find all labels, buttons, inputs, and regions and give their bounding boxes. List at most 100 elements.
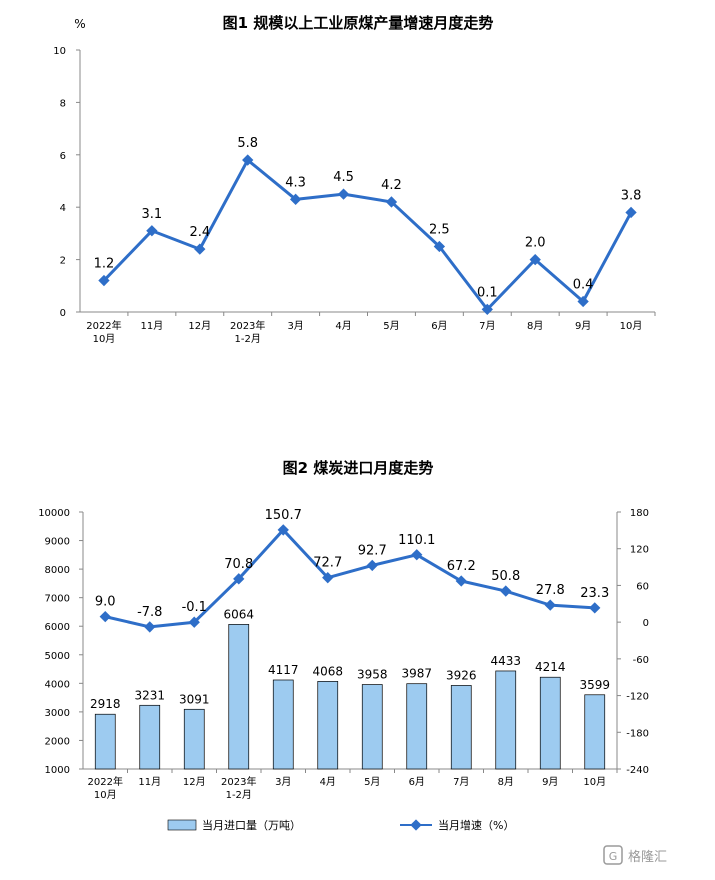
chart1-data-label: 4.3 [285,175,306,190]
chart2-bar [139,704,161,770]
chart2-title: 图2 煤炭进口月度走势 [283,459,434,477]
chart2-y-tick: 6000 [45,622,70,633]
chart1-point [433,240,446,253]
chart2-bar-label: 6064 [223,607,254,621]
chart2-bar [228,624,250,770]
chart2-point [233,573,245,585]
chart1-y-tick: 4 [60,203,66,214]
chart2-y2-tick: -240 [626,765,649,776]
chart2-bar [584,694,606,770]
chart-coal-imports: 图2 煤炭进口月度走势 1000 2000 3000 4000 5000 6000 7000… [38,459,649,832]
chart2-bar-label: 3926 [446,668,477,682]
chart2-line-label: 50.8 [491,569,520,584]
chart2-line-label: 23.3 [580,586,609,601]
chart2-y-tick: 3000 [45,708,70,719]
chart2-x-tick: 11月 [138,776,161,788]
chart2-line-label: 72.7 [313,556,342,571]
chart2-line-label: 70.8 [224,557,253,572]
chart2-x-tick: 3月 [275,776,291,788]
chart2-x-tick: 9月 [542,776,558,788]
chart2-bar [272,679,294,770]
chart1-point [146,225,158,237]
chart1-x-tick: 2023年 1-2月 [230,319,265,345]
chart2-bar [495,670,517,770]
chart1-title: 图1 规模以上工业原煤产量增速月度走势 [223,14,494,32]
chart1-y-tick: 10 [53,46,66,57]
chart2-x-tick: 6月 [409,776,425,788]
chart1-y-tick: 2 [60,256,66,267]
chart1-data-label: 3.1 [142,207,163,222]
chart2-bar-label: 3231 [134,688,165,702]
chart1-y-unit: % [74,17,85,31]
chart1-y-tick: 8 [60,98,66,109]
legend-bar-label: 当月进口量（万吨） [202,818,301,832]
chart2-bar [406,683,428,770]
chart2-y2-tick: 120 [630,545,649,556]
chart2-growth-line [104,528,595,629]
watermark-logo-icon: G [603,845,623,865]
chart1-series-line [102,158,633,311]
chart2-y2-tick: 180 [630,508,649,519]
chart2-bar-label: 3958 [357,668,388,682]
chart2-line-label: 150.7 [265,508,302,523]
chart2-line-label: 9.0 [95,595,116,610]
chart1-point [625,206,637,219]
chart2-bar [539,676,561,770]
legend-line-marker [410,819,422,831]
chart2-point [589,602,601,614]
chart2-x-tick: 8月 [498,776,514,788]
chart2-bar [94,713,116,770]
chart1-data-label: 1.2 [94,257,115,272]
chart1-x-tick: 8月 [527,320,543,332]
chart1-x-tick: 9月 [575,320,591,332]
chart2-point [188,616,200,628]
chart2-bar-label: 4433 [490,654,521,668]
chart1-data-label: 0.4 [573,278,594,293]
chart1-data-label: 5.8 [237,136,258,151]
watermark-text: 格隆汇 [628,849,667,865]
chart1-data-label: 2.0 [525,236,546,251]
chart2-line-label: 27.8 [536,583,565,598]
chart2-y-tick: 5000 [45,651,70,662]
chart2-x-tick: 2023年 1-2月 [221,775,256,801]
chart2-y2-tick: -180 [626,728,649,739]
chart1-point [385,196,398,208]
chart2-point [99,610,111,623]
chart2-y2-tick: -120 [626,692,649,703]
chart2-line-label: 110.1 [398,533,435,548]
chart2-x-tick: 2022年 10月 [88,775,123,801]
chart2-y-tick: 10000 [38,508,70,519]
chart2-y-tick: 4000 [45,679,70,690]
legend-bar-swatch [167,819,197,831]
chart2-y-tick: 9000 [45,537,70,548]
chart2-line-label: 67.2 [447,559,476,574]
chart1-point [194,243,206,255]
chart2-bar-label: 4214 [535,660,566,674]
chart2-bar [183,708,205,770]
chart2-y-tick: 8000 [45,565,70,576]
chart2-bar [317,681,339,770]
chart2-y2-tick: 60 [636,581,649,592]
chart1-x-tick: 11月 [141,320,164,332]
chart2-point [500,585,512,597]
chart1-x-tick: 6月 [431,320,447,332]
watermark: G 格隆汇 [603,845,667,865]
chart1-point [242,154,254,166]
chart1-data-label: 4.5 [333,170,354,185]
chart2-y2-tick: -60 [633,655,649,666]
chart1-data-label: 0.1 [477,285,498,300]
chart1-x-tick: 10月 [620,320,643,332]
chart2-x-tick: 5月 [364,776,380,788]
chart1-data-label: 4.2 [381,178,402,193]
chart1-point [289,193,302,205]
chart1-y-tick: 6 [60,151,66,162]
chart2-line-label: -7.8 [137,605,162,620]
chart1-x-tick: 7月 [479,320,495,332]
chart2-y2-tick: 0 [643,618,649,629]
chart2-y-tick: 7000 [45,594,70,605]
chart1-point [529,253,541,266]
chart2-legend: 当月进口量（万吨） 当月增速（%） [167,818,514,832]
chart2-y-tick: 1000 [45,765,70,776]
chart2-point [322,572,334,584]
chart1-x-tick: 12月 [188,320,211,332]
